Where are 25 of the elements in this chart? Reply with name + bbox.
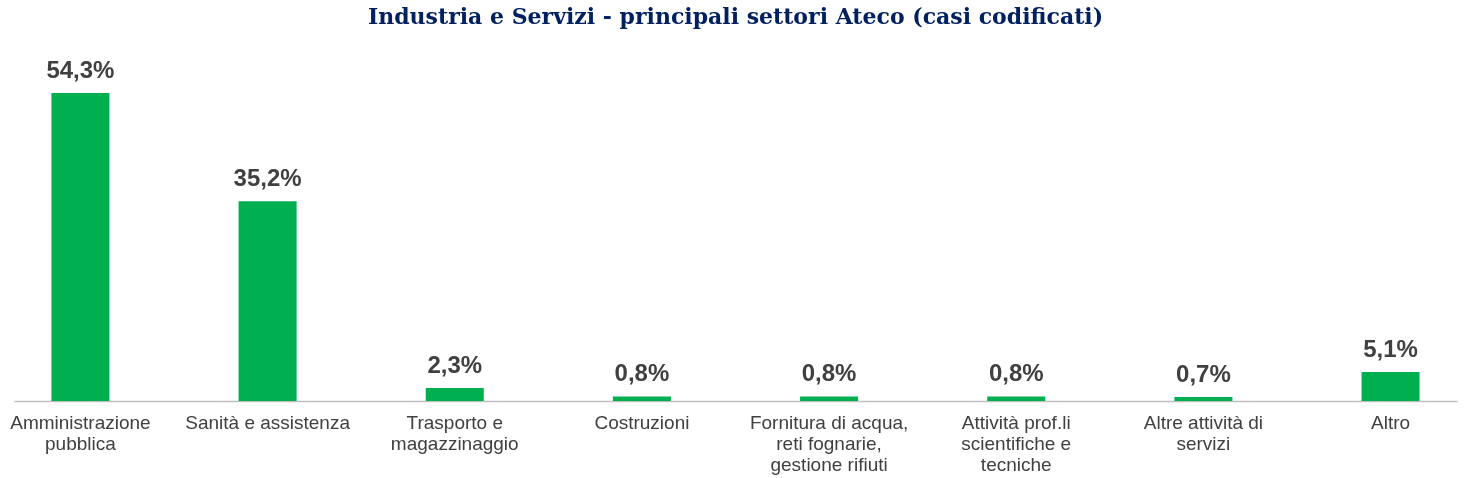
data-label: 35,2% <box>233 164 302 192</box>
x-tick-label: Altro <box>1371 411 1411 433</box>
bar <box>987 396 1046 401</box>
data-label: 0,8% <box>614 359 670 387</box>
data-label: 54,3% <box>46 56 115 83</box>
data-label: 0,8% <box>801 359 857 387</box>
data-label: 0,7% <box>1176 360 1231 388</box>
bar <box>1361 372 1420 401</box>
x-tick-label: Fornitura di acqua, reti fognarie, gestione rifiuti <box>749 411 909 475</box>
data-label: 5,1% <box>1363 335 1418 363</box>
x-tick-label: Amministrazione pubblica <box>10 411 151 454</box>
bar <box>612 396 671 401</box>
data-label: 2,3% <box>427 350 483 378</box>
data-label: 0,8% <box>988 359 1044 387</box>
x-tick-label: Sanità e assistenza <box>185 411 351 433</box>
x-tick-label: Attività prof.li scientifiche e tecniche <box>961 411 1072 475</box>
x-tick-label: Costruzioni <box>594 411 690 433</box>
bar <box>425 387 484 401</box>
chart-title: Industria e Servizi - principali settori Ateco (casi codificati) <box>367 3 1104 29</box>
x-tick-label: Trasporto e magazzinaggio <box>390 411 519 454</box>
bar <box>51 93 110 401</box>
bar <box>1174 397 1233 401</box>
bar <box>800 396 859 401</box>
bar <box>238 201 297 401</box>
x-tick-label: Altre attività di servizi <box>1143 411 1264 454</box>
